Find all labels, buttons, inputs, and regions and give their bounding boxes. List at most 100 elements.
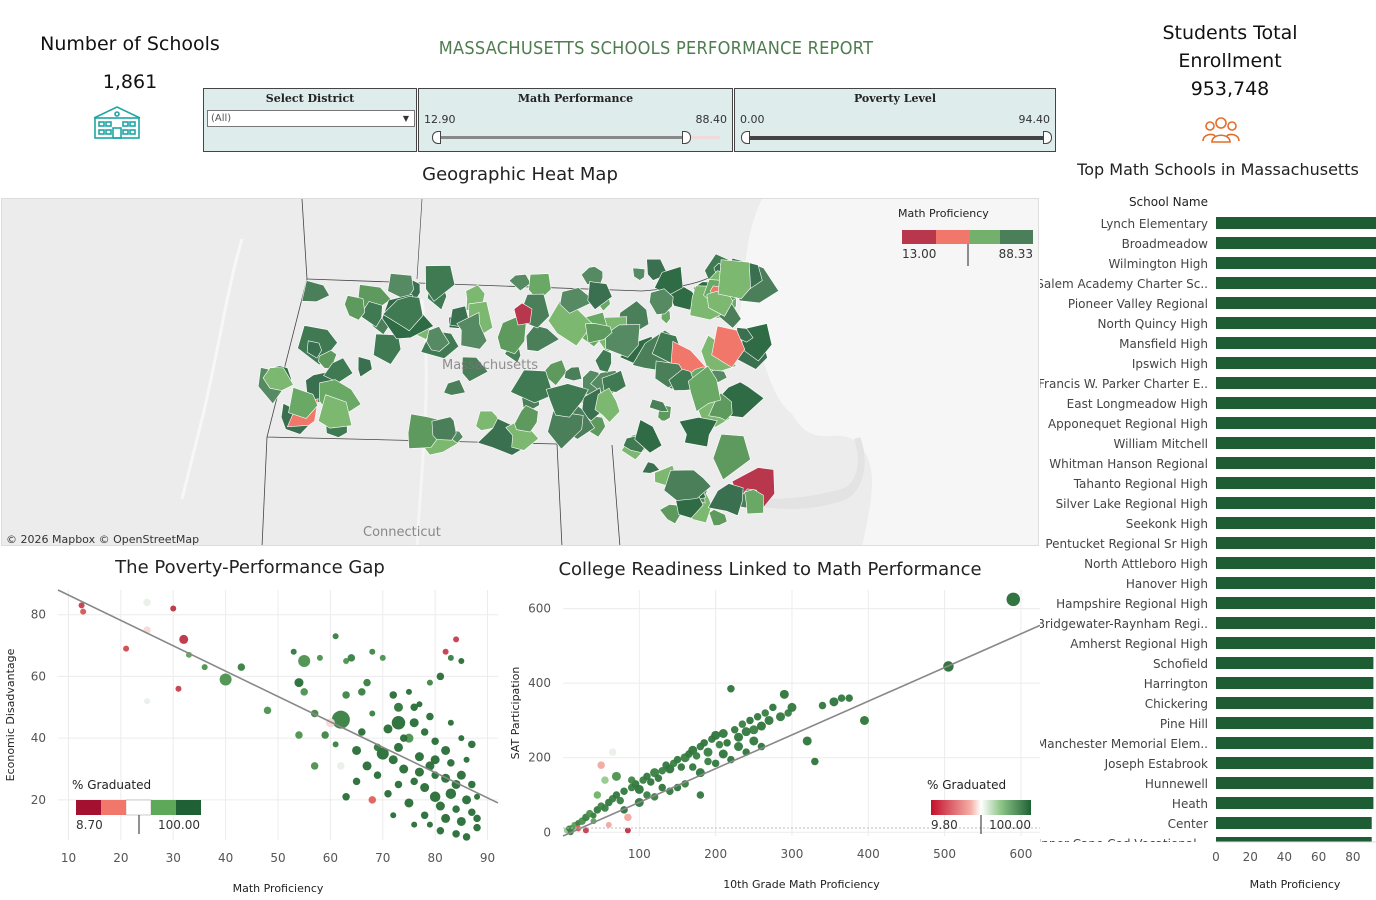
scatter-point[interactable]	[859, 715, 869, 725]
scatter-point[interactable]	[352, 745, 362, 755]
map-region[interactable]	[510, 369, 554, 404]
map-region[interactable]	[513, 302, 533, 326]
bar[interactable]	[1216, 357, 1376, 369]
map-region[interactable]	[707, 483, 744, 517]
bar[interactable]	[1216, 457, 1376, 469]
map-region[interactable]	[288, 387, 319, 419]
scatter-point[interactable]	[711, 759, 720, 768]
scatter-point[interactable]	[764, 715, 774, 725]
bar[interactable]	[1216, 637, 1376, 649]
scatter-point[interactable]	[452, 805, 460, 813]
scatter-point[interactable]	[738, 720, 747, 728]
scatter-point[interactable]	[761, 709, 769, 717]
bar[interactable]	[1216, 717, 1374, 729]
map-region[interactable]	[678, 416, 718, 448]
bar[interactable]	[1216, 657, 1374, 669]
bar[interactable]	[1216, 617, 1376, 629]
map-region[interactable]	[382, 296, 424, 332]
scatter-point[interactable]	[473, 823, 481, 832]
scatter-point[interactable]	[399, 764, 409, 774]
map-region[interactable]	[594, 387, 621, 423]
bar[interactable]	[1216, 757, 1374, 769]
scatter-point[interactable]	[332, 633, 339, 640]
scatter-point[interactable]	[429, 791, 441, 803]
map-region[interactable]	[547, 410, 584, 450]
map-region[interactable]	[317, 394, 353, 429]
scatter-point[interactable]	[627, 776, 636, 784]
map-region[interactable]	[456, 312, 488, 350]
map-region[interactable]	[587, 281, 613, 311]
scatter-point[interactable]	[409, 718, 419, 728]
scatter-point[interactable]	[590, 812, 597, 819]
scatter-point[interactable]	[332, 741, 339, 748]
bar[interactable]	[1216, 497, 1376, 509]
bar[interactable]	[1216, 737, 1374, 749]
scatter-point[interactable]	[756, 721, 766, 731]
geographic-heat-map[interactable]: Math Proficiency 13.00 88.33 Massachuset…	[1, 198, 1039, 546]
scatter-point[interactable]	[399, 734, 408, 742]
scatter-point[interactable]	[462, 795, 472, 805]
scatter-point[interactable]	[734, 732, 744, 742]
scatter-point[interactable]	[802, 736, 812, 746]
map-region[interactable]	[301, 280, 330, 303]
scatter-point[interactable]	[730, 726, 739, 734]
bar[interactable]	[1216, 697, 1374, 709]
scatter-point[interactable]	[405, 688, 412, 695]
map-canvas[interactable]: Math Proficiency 13.00 88.33 Massachuset…	[2, 199, 1039, 546]
bar[interactable]	[1216, 577, 1376, 589]
scatter-point[interactable]	[404, 798, 414, 808]
scatter-point[interactable]	[390, 812, 397, 819]
bar[interactable]	[1216, 517, 1376, 529]
bar[interactable]	[1216, 377, 1376, 389]
scatter-point[interactable]	[468, 740, 476, 749]
map-region[interactable]	[443, 379, 466, 396]
scatter-point[interactable]	[453, 636, 460, 643]
scatter-point[interactable]	[175, 685, 182, 692]
map-region[interactable]	[634, 419, 663, 454]
scatter-point[interactable]	[369, 710, 376, 717]
bar[interactable]	[1216, 597, 1376, 609]
scatter-point[interactable]	[700, 739, 708, 747]
bar[interactable]	[1216, 397, 1376, 409]
scatter-point[interactable]	[601, 776, 609, 784]
scatter-point[interactable]	[435, 801, 445, 811]
scatter-point[interactable]	[179, 634, 189, 644]
map-region[interactable]	[431, 416, 457, 441]
scatter-point[interactable]	[837, 694, 846, 702]
scatter-point[interactable]	[389, 691, 397, 699]
map-region[interactable]	[744, 489, 764, 515]
bar[interactable]	[1216, 477, 1376, 489]
scatter-point[interactable]	[80, 608, 87, 615]
bar[interactable]	[1216, 557, 1376, 569]
scatter-point[interactable]	[769, 703, 777, 712]
scatter-point[interactable]	[624, 813, 632, 822]
scatter-point[interactable]	[369, 648, 376, 655]
scatter-point[interactable]	[715, 740, 724, 749]
scatter-point[interactable]	[749, 736, 759, 746]
scatter-point[interactable]	[463, 756, 470, 763]
scatter-point[interactable]	[749, 725, 759, 735]
scatter-point[interactable]	[753, 712, 762, 721]
scatter-point[interactable]	[1006, 592, 1021, 607]
scatter-point[interactable]	[692, 752, 701, 760]
scatter-point[interactable]	[647, 778, 655, 786]
poverty-slider-low-handle[interactable]	[741, 131, 750, 144]
scatter-point[interactable]	[342, 793, 350, 801]
scatter-point[interactable]	[394, 780, 403, 789]
scatter-point[interactable]	[170, 605, 177, 612]
scatter-point[interactable]	[718, 749, 728, 759]
scatter-point[interactable]	[473, 814, 481, 823]
scatter-point[interactable]	[383, 724, 393, 734]
scatter-point[interactable]	[441, 745, 451, 755]
bar[interactable]	[1216, 277, 1376, 289]
scatter-point[interactable]	[787, 702, 797, 712]
scatter-point[interactable]	[411, 821, 418, 828]
scatter-point[interactable]	[358, 728, 366, 736]
map-region[interactable]	[711, 325, 746, 368]
map-region[interactable]	[712, 433, 751, 481]
scatter-point[interactable]	[620, 787, 628, 796]
scatter-point[interactable]	[393, 702, 403, 712]
scatter-point[interactable]	[601, 804, 609, 812]
scatter-point[interactable]	[410, 777, 418, 786]
scatter-point[interactable]	[462, 833, 471, 841]
